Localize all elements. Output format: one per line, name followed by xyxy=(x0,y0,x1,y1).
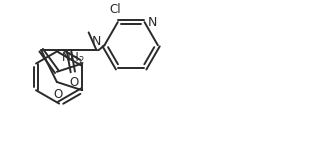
Text: NH$_2$: NH$_2$ xyxy=(61,51,85,66)
Text: N: N xyxy=(148,16,157,29)
Text: N: N xyxy=(92,35,101,48)
Text: Cl: Cl xyxy=(109,3,121,16)
Text: O: O xyxy=(53,88,62,101)
Text: O: O xyxy=(69,76,79,89)
